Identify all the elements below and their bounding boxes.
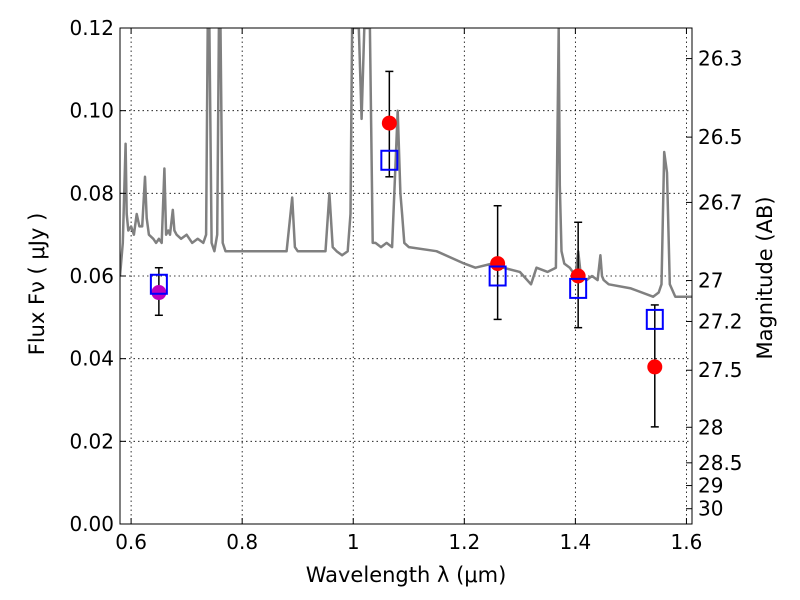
right-tick-label: 27.2 (698, 309, 743, 333)
right-tick-label: 26.5 (698, 125, 743, 149)
y-axis-label: Flux Fν ( μJy ) (25, 213, 49, 356)
spectrum-line (120, 28, 692, 298)
data-point (570, 268, 586, 284)
x-tick-label: 1.4 (559, 530, 591, 554)
model-point (569, 277, 588, 299)
grid-lines (120, 27, 692, 525)
x-axis-label: Wavelength λ (μm) (306, 563, 507, 587)
right-tick-label: 27 (698, 269, 723, 293)
y-tick-label: 0.02 (69, 429, 114, 453)
right-axis-label: Magnitude (AB) (753, 196, 777, 359)
right-tick-label: 30 (698, 497, 723, 521)
right-tick-label: 26.3 (698, 47, 743, 71)
right-tick-label: 29 (698, 474, 723, 498)
y-tick-label: 0.00 (69, 512, 114, 536)
data-point (490, 256, 506, 272)
data-point (151, 285, 167, 301)
model-point (380, 149, 399, 171)
right-tick-label: 28.5 (698, 451, 743, 475)
y-tick-label: 0.08 (69, 181, 114, 205)
x-tick-label: 0.8 (226, 530, 258, 554)
model-point (149, 273, 168, 295)
data-point (647, 359, 663, 375)
y-tick-label: 0.06 (69, 264, 114, 288)
right-tick-label: 26.7 (698, 190, 743, 214)
model-point (488, 265, 507, 287)
right-tick-label: 28 (698, 415, 723, 439)
x-tick-label: 1.2 (448, 530, 480, 554)
y-tick-label: 0.12 (69, 16, 114, 40)
data-point (381, 115, 397, 131)
right-tick-label: 27.5 (698, 358, 743, 382)
model-point (645, 308, 664, 330)
axis-ticks: 0.6 0.8 1 1.2 1.4 1.6 0.00 0.02 0.04 0.06 0.08 0.10… (69, 16, 742, 554)
y-tick-label: 0.04 (69, 347, 114, 371)
plot-marks (120, 28, 692, 428)
x-tick-label: 1 (347, 530, 360, 554)
x-tick-label: 0.6 (115, 530, 147, 554)
x-tick-label: 1.6 (671, 530, 703, 554)
y-tick-label: 0.10 (69, 99, 114, 123)
